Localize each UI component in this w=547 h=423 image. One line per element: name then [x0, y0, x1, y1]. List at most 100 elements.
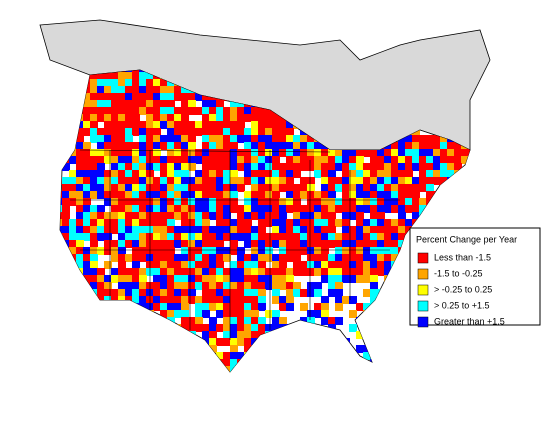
patch	[111, 352, 119, 360]
patch	[314, 226, 322, 234]
patch	[104, 114, 112, 122]
patch	[405, 135, 413, 143]
patch	[83, 121, 91, 129]
patch	[125, 142, 133, 150]
patch	[349, 170, 357, 178]
patch	[405, 219, 413, 227]
patch	[160, 240, 168, 248]
patch	[461, 338, 469, 346]
patch	[363, 240, 371, 248]
patch	[363, 352, 371, 360]
patch	[167, 93, 175, 101]
patch	[356, 184, 364, 192]
patch	[139, 100, 147, 108]
patch	[174, 184, 182, 192]
patch	[237, 156, 245, 164]
patch	[139, 93, 147, 101]
patch	[90, 191, 98, 199]
patch	[412, 184, 420, 192]
patch	[272, 163, 280, 171]
patch	[60, 114, 63, 122]
patch	[286, 177, 294, 185]
legend-label: Less than -1.5	[434, 252, 491, 262]
patch	[230, 198, 238, 206]
patch	[307, 345, 315, 353]
patch	[90, 366, 98, 372]
patch	[230, 289, 238, 297]
patch	[251, 240, 259, 248]
patch	[118, 163, 126, 171]
patch	[293, 261, 301, 269]
patch	[202, 114, 210, 122]
patch	[300, 191, 308, 199]
patch	[321, 205, 329, 213]
patch	[419, 352, 427, 360]
patch	[440, 135, 448, 143]
patch	[314, 205, 322, 213]
patch	[356, 366, 364, 372]
patch	[97, 205, 105, 213]
patch	[363, 254, 371, 262]
patch	[90, 156, 98, 164]
patch	[188, 149, 196, 157]
patch	[174, 121, 182, 129]
patch	[69, 135, 77, 143]
patch	[202, 324, 210, 332]
patch	[426, 191, 434, 199]
patch	[377, 212, 385, 220]
patch	[139, 289, 147, 297]
patch	[272, 310, 280, 318]
patch	[125, 296, 133, 304]
patch	[188, 240, 196, 248]
patch	[279, 135, 287, 143]
patch	[356, 149, 364, 157]
patch	[195, 107, 203, 115]
patch	[286, 135, 294, 143]
patch	[69, 198, 77, 206]
patch	[349, 366, 357, 372]
patch	[153, 324, 161, 332]
patch	[258, 289, 266, 297]
patch	[279, 268, 287, 276]
patch	[60, 107, 63, 115]
patch	[335, 303, 343, 311]
patch	[244, 282, 252, 290]
patch	[279, 296, 287, 304]
patch	[468, 170, 470, 178]
patch	[293, 233, 301, 241]
patch	[216, 184, 224, 192]
patch	[216, 107, 224, 115]
patch	[321, 240, 329, 248]
patch	[307, 219, 315, 227]
patch	[468, 338, 470, 346]
patch	[174, 93, 182, 101]
patch	[160, 93, 168, 101]
patch	[174, 191, 182, 199]
patch	[181, 352, 189, 360]
patch	[83, 184, 91, 192]
patch	[223, 135, 231, 143]
patch	[167, 205, 175, 213]
patch	[195, 121, 203, 129]
patch	[132, 275, 140, 283]
patch	[258, 191, 266, 199]
patch	[321, 268, 329, 276]
patch	[76, 289, 84, 297]
patch	[398, 226, 406, 234]
patch	[209, 331, 217, 339]
patch	[209, 303, 217, 311]
patch	[160, 317, 168, 325]
patch	[272, 205, 280, 213]
patch	[195, 177, 203, 185]
patch	[223, 331, 231, 339]
patch	[440, 338, 448, 346]
patch	[202, 142, 210, 150]
patch	[90, 177, 98, 185]
patch	[258, 345, 266, 353]
patch	[167, 352, 175, 360]
patch	[195, 275, 203, 283]
patch	[286, 149, 294, 157]
patch	[209, 135, 217, 143]
patch	[60, 310, 63, 318]
patch	[328, 359, 336, 367]
